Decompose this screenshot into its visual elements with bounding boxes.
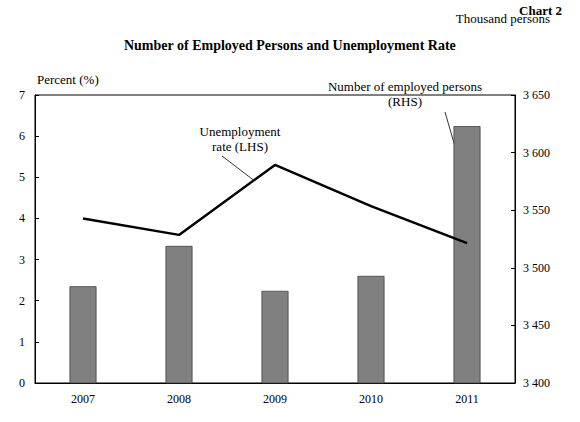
svg-text:(RHS): (RHS) [388,94,422,109]
svg-text:3 600: 3 600 [523,146,550,160]
svg-text:0: 0 [19,376,25,390]
svg-text:Number of employed persons: Number of employed persons [328,79,482,94]
svg-text:3: 3 [19,253,25,267]
svg-text:3 450: 3 450 [523,318,550,332]
svg-text:2: 2 [19,294,25,308]
svg-text:2011: 2011 [455,392,479,406]
svg-text:3 500: 3 500 [523,261,550,275]
svg-text:2010: 2010 [359,392,383,406]
svg-text:rate (LHS): rate (LHS) [212,139,268,154]
svg-text:3 550: 3 550 [523,203,550,217]
svg-text:3 400: 3 400 [523,376,550,390]
svg-text:Number of Employed Persons and: Number of Employed Persons and Unemploym… [124,38,456,53]
svg-text:Thousand persons: Thousand persons [456,11,550,26]
svg-text:6: 6 [19,129,25,143]
svg-text:7: 7 [19,88,25,102]
svg-text:1: 1 [19,335,25,349]
svg-text:2008: 2008 [167,392,191,406]
svg-text:Unemployment: Unemployment [200,124,281,139]
svg-text:4: 4 [19,211,25,225]
svg-text:3 650: 3 650 [523,88,550,102]
svg-text:Percent (%): Percent (%) [37,72,99,87]
svg-text:5: 5 [19,170,25,184]
svg-text:2009: 2009 [263,392,287,406]
svg-text:2007: 2007 [71,392,95,406]
